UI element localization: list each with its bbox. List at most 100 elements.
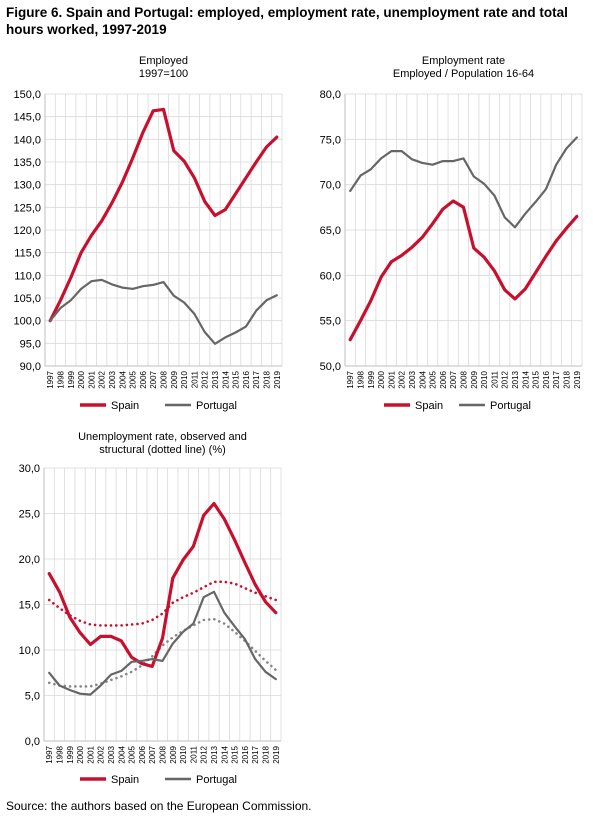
y-tick-label: 125,0 [13, 202, 41, 214]
x-tick-label: 2012 [201, 370, 210, 388]
x-tick-label: 2015 [231, 745, 240, 763]
y-tick-label: 15,0 [19, 600, 40, 612]
y-tick-label: 80,0 [320, 89, 341, 101]
x-tick-label: 2012 [501, 370, 510, 388]
y-tick-label: 0,0 [25, 736, 40, 748]
legend-label-spain: Spain [111, 774, 139, 786]
legend-label-portugal: Portugal [196, 400, 237, 412]
portugal-series-line [49, 278, 278, 345]
source-note: Source: the authors based on the Europea… [6, 799, 312, 813]
portugal-series-line [48, 590, 277, 696]
x-tick-label: 1997 [346, 370, 355, 388]
x-tick-label: 1999 [67, 370, 76, 388]
figure-title: Figure 6. Spain and Portugal: employed, … [6, 5, 568, 37]
x-tick-label: 2004 [418, 370, 427, 388]
x-tick-label: 2016 [242, 370, 251, 388]
x-tick-label: 2013 [511, 370, 520, 388]
y-tick-label: 140,0 [13, 134, 41, 146]
x-tick-label: 2008 [160, 370, 169, 388]
chart-title: Employment rate [422, 55, 505, 67]
y-tick-label: 25,0 [19, 509, 40, 521]
chart-subtitle: Employed / Population 16-64 [393, 68, 534, 80]
x-tick-label: 1999 [367, 370, 376, 388]
x-tick-label: 2006 [439, 370, 448, 388]
x-tick-label: 2016 [241, 745, 250, 763]
legend-label-spain: Spain [415, 400, 443, 412]
y-tick-label: 50,0 [320, 361, 341, 373]
y-tick-label: 10,0 [19, 645, 40, 657]
x-tick-label: 2014 [521, 370, 530, 388]
x-tick-label: 2006 [139, 370, 148, 388]
x-tick-label: 2005 [128, 745, 137, 763]
x-tick-label: 2018 [563, 370, 572, 388]
x-tick-label: 2018 [263, 370, 272, 388]
x-tick-label: 2000 [77, 370, 86, 388]
y-tick-label: 95,0 [20, 338, 41, 350]
x-tick-label: 2009 [170, 370, 179, 388]
x-tick-label: 2009 [470, 370, 479, 388]
x-tick-label: 1999 [66, 745, 75, 763]
chart-title: Unemployment rate, observed and [78, 431, 247, 443]
x-tick-label: 2005 [129, 370, 138, 388]
y-tick-label: 145,0 [13, 112, 41, 124]
x-tick-label: 2004 [117, 745, 126, 763]
y-tick-label: 110,0 [14, 270, 41, 282]
y-tick-label: 65,0 [320, 225, 341, 237]
x-tick-label: 2016 [542, 370, 551, 388]
y-tick-label: 135,0 [13, 157, 41, 169]
x-tick-label: 2001 [86, 745, 95, 763]
y-tick-label: 20,0 [19, 554, 40, 566]
x-tick-label: 2002 [398, 370, 407, 388]
x-tick-label: 1998 [56, 370, 65, 388]
legend-label-portugal: Portugal [490, 400, 531, 412]
x-tick-label: 2001 [87, 370, 96, 388]
portugal-structural-series-line [47, 617, 278, 688]
x-tick-label: 2014 [221, 370, 230, 388]
spain-series-line [47, 501, 278, 669]
x-tick-label: 2014 [220, 745, 229, 763]
legend-label-spain: Spain [111, 400, 139, 412]
x-tick-label: 2012 [200, 745, 209, 763]
spain-structural-series-line [47, 580, 278, 627]
x-tick-label: 2010 [179, 745, 188, 763]
x-tick-label: 1998 [55, 745, 64, 763]
spain-series-line [48, 107, 279, 323]
chart-subtitle: structural (dotted line) (%) [99, 444, 226, 456]
x-tick-label: 2017 [251, 745, 260, 763]
y-tick-label: 120,0 [13, 225, 41, 237]
y-tick-label: 75,0 [320, 134, 341, 146]
x-tick-label: 1998 [356, 370, 365, 388]
y-tick-label: 60,0 [320, 270, 341, 282]
x-tick-label: 2008 [460, 370, 469, 388]
x-tick-label: 2007 [449, 370, 458, 388]
y-tick-label: 30,0 [19, 463, 40, 475]
y-tick-label: 90,0 [20, 361, 41, 373]
y-tick-label: 70,0 [320, 180, 341, 192]
x-tick-label: 2019 [273, 370, 282, 388]
x-tick-label: 2001 [387, 370, 396, 388]
x-tick-label: 2015 [232, 370, 241, 388]
y-tick-label: 130,0 [13, 180, 41, 192]
x-tick-label: 1997 [45, 745, 54, 763]
y-tick-label: 150,0 [13, 89, 41, 101]
x-tick-label: 2004 [118, 370, 127, 388]
x-tick-label: 2017 [252, 370, 261, 388]
x-tick-label: 2000 [377, 370, 386, 388]
chart-subtitle: 1997=100 [139, 68, 188, 80]
y-tick-label: 105,0 [13, 293, 41, 305]
x-tick-label: 2011 [189, 745, 198, 763]
x-tick-label: 2007 [149, 370, 158, 388]
x-tick-label: 2018 [262, 745, 271, 763]
x-tick-label: 2003 [408, 370, 417, 388]
portugal-series-line [349, 136, 578, 229]
spain-series-line [348, 199, 579, 342]
x-tick-label: 2002 [98, 370, 107, 388]
x-tick-label: 2000 [76, 745, 85, 763]
y-tick-label: 5,0 [25, 691, 40, 703]
x-tick-label: 2002 [97, 745, 106, 763]
y-tick-label: 115,0 [14, 248, 41, 260]
x-tick-label: 2010 [180, 370, 189, 388]
x-tick-label: 2008 [159, 745, 168, 763]
x-tick-label: 2013 [211, 370, 220, 388]
